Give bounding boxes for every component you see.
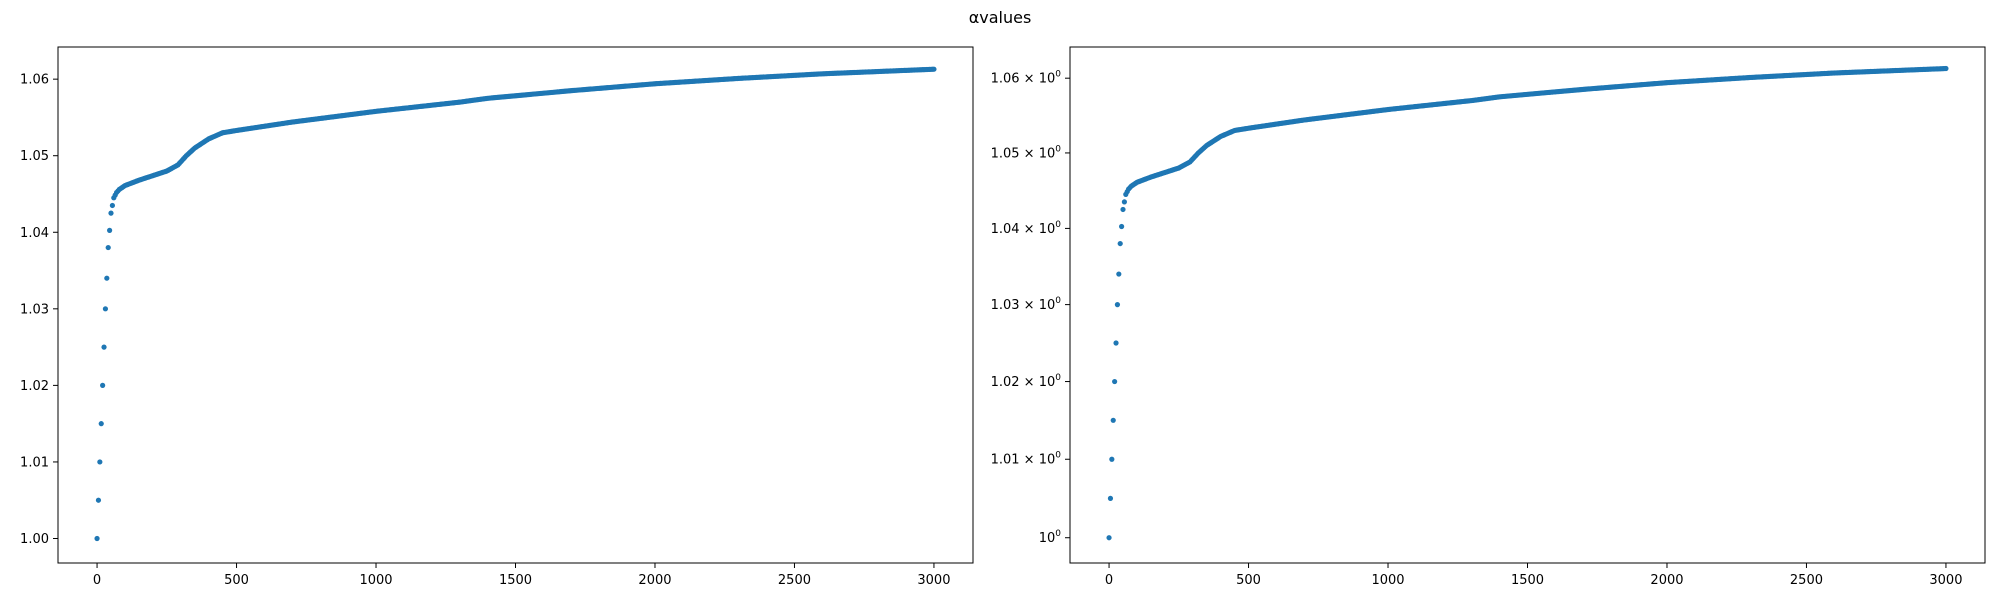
data-point	[102, 306, 109, 312]
data-point	[100, 382, 106, 388]
x-tick-label: 0	[1105, 573, 1113, 588]
x-tick-label: 1000	[1371, 573, 1404, 588]
x-tick-label: 1500	[1511, 573, 1544, 588]
y-tick-label: 1.03	[20, 302, 49, 317]
data-point	[1110, 417, 1116, 423]
y-tick-label: 1.03 × 100	[991, 296, 1062, 313]
data-point	[1107, 495, 1114, 501]
y-tick-label: 1.02 × 100	[991, 373, 1062, 390]
y-tick-label: 1.01	[20, 455, 49, 470]
axes-frame	[57, 46, 974, 564]
chart-panel-linear: 0 500 1000 1500 2000 2500 3000 1.00 1.01 1.02 1.03…	[20, 46, 974, 588]
x-tick-label: 1000	[359, 573, 392, 588]
data-point	[1112, 378, 1118, 385]
data-point	[1119, 223, 1125, 230]
x-tick-label: 2000	[638, 573, 671, 588]
data-point	[109, 202, 115, 209]
data-point	[1116, 271, 1122, 277]
data-point	[931, 66, 937, 72]
x-tick-label: 500	[224, 573, 249, 588]
data-point	[1113, 340, 1119, 346]
figure-suptitle: αvalues	[968, 8, 1032, 27]
y-tick-label: 1.04	[20, 226, 49, 241]
data-point	[1106, 535, 1112, 541]
y-tick-label: 1.06 × 100	[991, 70, 1062, 87]
x-tick-label: 3000	[1929, 573, 1962, 588]
x-tick-label: 2500	[1790, 573, 1823, 588]
x-tick-label: 1500	[499, 573, 532, 588]
data-point	[1109, 456, 1115, 462]
x-tick-label: 500	[1236, 573, 1261, 588]
y-tick-label: 1.05	[20, 149, 49, 164]
y-tick-label: 1.02	[20, 379, 49, 394]
data-point	[101, 344, 107, 350]
x-tick-label: 3000	[917, 573, 950, 588]
data-point	[108, 210, 114, 216]
data-series	[94, 66, 937, 542]
data-point	[1120, 206, 1126, 213]
data-point	[94, 535, 100, 542]
data-point	[1943, 65, 1949, 72]
y-tick-label: 1.05 × 100	[991, 144, 1062, 161]
data-series	[1106, 65, 1949, 541]
y-tick-label: 1.01 × 100	[991, 451, 1062, 468]
data-point	[95, 497, 102, 503]
data-point	[98, 421, 104, 427]
chart-panel-log: 0 500 1000 1500 2000 2500 3000 100 1.01 × 100 1.0…	[991, 46, 1986, 588]
x-tick-label: 0	[93, 573, 101, 588]
data-point	[104, 275, 110, 281]
y-tick-label: 1.00	[20, 532, 49, 547]
y-tick-label: 100	[1039, 529, 1062, 546]
data-point	[107, 227, 113, 233]
data-point	[1117, 240, 1123, 247]
x-tick-label: 2500	[778, 573, 811, 588]
axes-frame	[1069, 46, 1986, 564]
data-point	[97, 459, 103, 465]
y-tick-label: 1.04 × 100	[991, 220, 1062, 237]
data-point	[105, 244, 111, 251]
x-tick-label: 2000	[1650, 573, 1683, 588]
data-point	[1114, 302, 1121, 308]
data-point	[1121, 199, 1127, 205]
y-tick-label: 1.06	[20, 73, 49, 88]
